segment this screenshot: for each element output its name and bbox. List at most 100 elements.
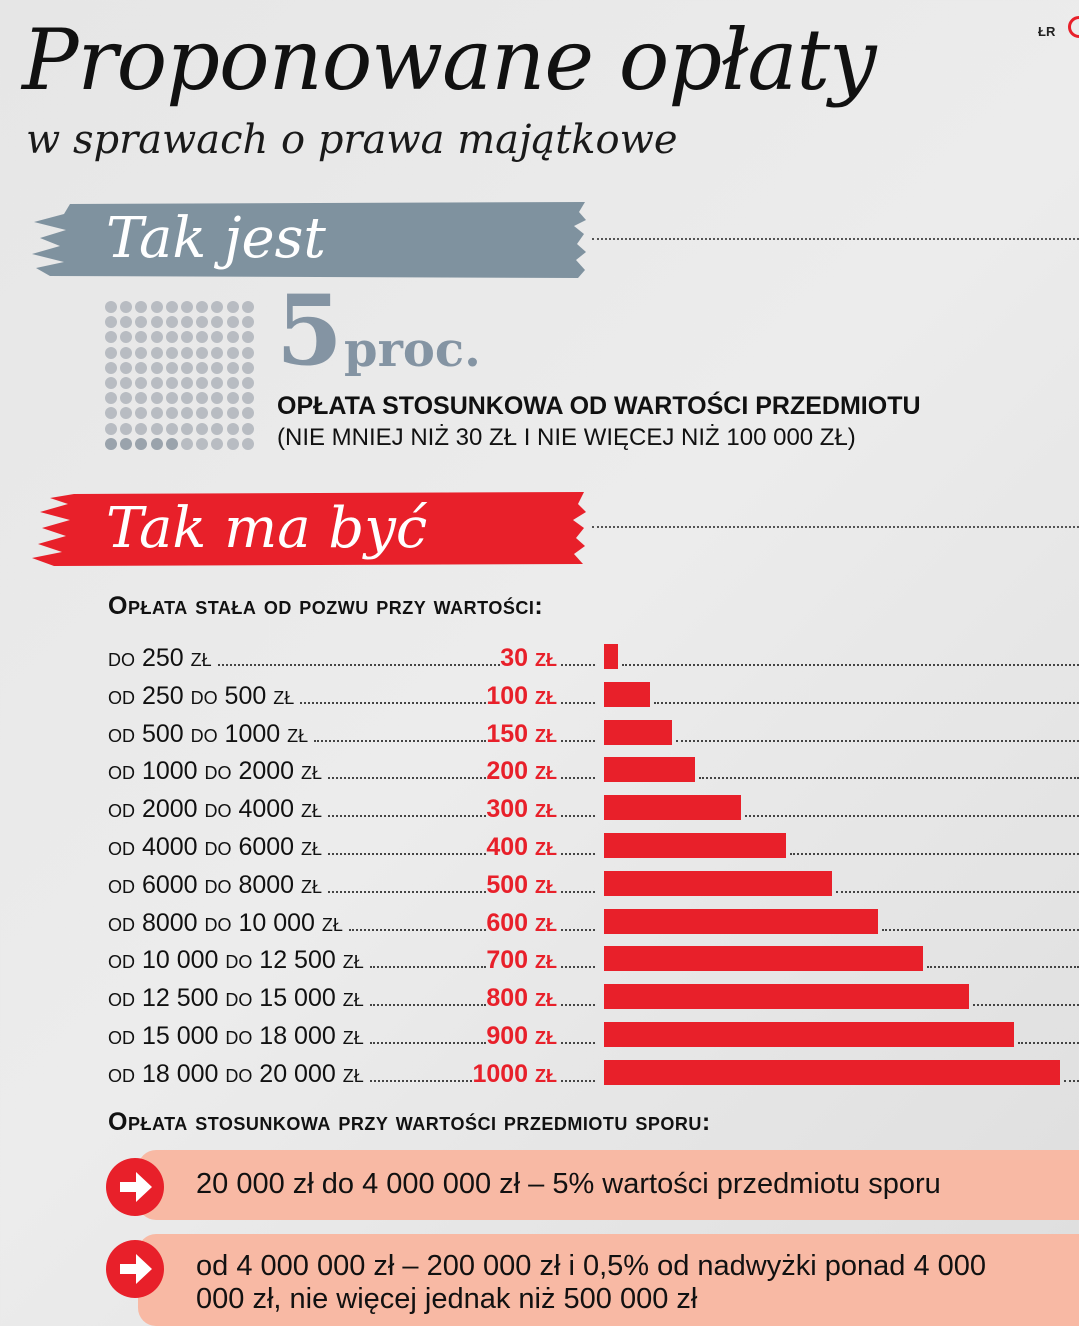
bar-value-label: 100 zł: [486, 681, 557, 710]
brand-logo-icon: [1068, 16, 1079, 38]
percent-dot: [120, 422, 133, 435]
proportional-item-2: od 4 000 000 zł – 200 000 zł i 0,5% od n…: [138, 1234, 1079, 1326]
percent-dot: [196, 376, 209, 389]
bar-value-label: 150 zł: [486, 719, 557, 748]
bar-value-label: 500 zł: [486, 870, 557, 899]
percent-dot: [211, 422, 224, 435]
percent-dot: [241, 422, 254, 435]
percent-dot: [226, 422, 239, 435]
brand-mark: ŁR: [1038, 24, 1056, 39]
percent-dot: [196, 316, 209, 329]
percent-dot: [226, 331, 239, 344]
percent-dot: [105, 422, 117, 435]
percent-dot: [196, 392, 209, 405]
current-banner-divider: [592, 238, 1079, 240]
percent-dot: [211, 437, 224, 450]
percent-dot: [150, 301, 163, 313]
proposed-banner: Tak ma być: [30, 490, 590, 570]
leader-dots: [1064, 1079, 1079, 1082]
percent-dot: [241, 407, 254, 420]
percent-dot: [241, 346, 254, 359]
leader-dots: [744, 815, 1079, 818]
percent-dot: [196, 407, 209, 420]
percent-dot: [165, 376, 178, 389]
percent-dot: [165, 301, 178, 313]
bar-value-label: 600 zł: [486, 908, 557, 937]
bar: [604, 833, 787, 858]
proportional-item-1: 20 000 zł do 4 000 000 zł – 5% wartości …: [138, 1150, 1079, 1220]
bar: [604, 681, 650, 707]
percent-dot: [196, 422, 209, 435]
percent-dot: [120, 361, 133, 374]
percent-dot: [211, 301, 224, 313]
bar-value-label: 900 zł: [486, 1022, 557, 1050]
percent-dot: [120, 407, 133, 420]
percent-dot: [120, 331, 133, 344]
leader-dots: [328, 853, 487, 855]
percent-dot: [135, 376, 148, 389]
percent-dot: [180, 301, 193, 313]
percent-dot: [180, 316, 193, 329]
percent-dot: [211, 346, 224, 359]
page-subtitle: w sprawach o prawa majątkowe: [26, 117, 678, 163]
leader-dots: [300, 701, 487, 704]
percent-dot: [180, 422, 193, 435]
bar-category-label: od 8000 do 10 000 zł: [108, 908, 343, 937]
percent-dot: [241, 316, 254, 329]
current-banner-label: Tak jest: [106, 206, 326, 271]
percent-dot: [105, 316, 117, 329]
percent-dot: [180, 361, 193, 374]
leader-dots: [348, 928, 487, 931]
percent-dot: [226, 316, 239, 329]
percent-dot: [165, 437, 178, 450]
percent-dot: [226, 346, 239, 359]
percent-dot: [165, 407, 178, 420]
percent-dot: [105, 407, 117, 420]
percent-dot: [211, 361, 224, 374]
chart-row: od 12 500 do 15 000 zł 800 zł: [108, 983, 1079, 1013]
percent-dot: [211, 316, 224, 329]
percent-dot: [135, 346, 148, 359]
current-banner: Tak jest: [30, 200, 590, 280]
percent-dot: [226, 407, 239, 420]
chart-row: od 6000 do 8000 zł 500 zł: [108, 870, 1079, 900]
percent-dot: [196, 437, 209, 450]
page-title: Proponowane opłaty: [22, 11, 877, 109]
percent-dot: [180, 407, 193, 420]
leader-dots: [561, 853, 595, 855]
bar: [604, 795, 741, 821]
percent-dot: [150, 422, 163, 435]
percent-dot: [150, 392, 163, 405]
percent-dot: [105, 361, 117, 374]
leader-dots: [881, 928, 1079, 931]
chart-row: od 18 000 do 20 000 zł 1000 zł: [108, 1059, 1079, 1089]
percent-dot: [196, 331, 209, 344]
percent-dot-grid: [104, 300, 256, 450]
leader-dots: [561, 890, 595, 893]
leader-dots: [561, 701, 595, 704]
percent-dot: [241, 331, 254, 344]
chart-row: do 250 zł 30 zł: [108, 643, 1079, 673]
percent-dot: [165, 346, 178, 359]
percent-dot: [150, 316, 163, 329]
bar-category-label: od 4000 do 6000 zł: [108, 833, 323, 861]
percent-dot: [120, 392, 133, 405]
leader-dots: [790, 853, 1079, 855]
percent-dot: [135, 361, 148, 374]
bar-category-label: od 250 do 500 zł: [108, 681, 295, 710]
leader-dots: [836, 890, 1079, 893]
percent-dot: [180, 376, 193, 389]
bar-value-label: 700 zł: [486, 946, 557, 975]
percent-dot: [105, 346, 117, 359]
leader-dots: [328, 890, 487, 893]
bar-value-label: 300 zł: [486, 795, 557, 824]
leader-dots: [369, 1004, 487, 1007]
percent-dot: [165, 422, 178, 435]
leader-dots: [369, 1042, 487, 1044]
percent-dot: [226, 376, 239, 389]
bar: [604, 946, 924, 972]
percent-dot: [196, 346, 209, 359]
percent-dot: [241, 392, 254, 405]
bar: [604, 1059, 1060, 1085]
proposed-banner-label: Tak ma być: [106, 496, 428, 561]
